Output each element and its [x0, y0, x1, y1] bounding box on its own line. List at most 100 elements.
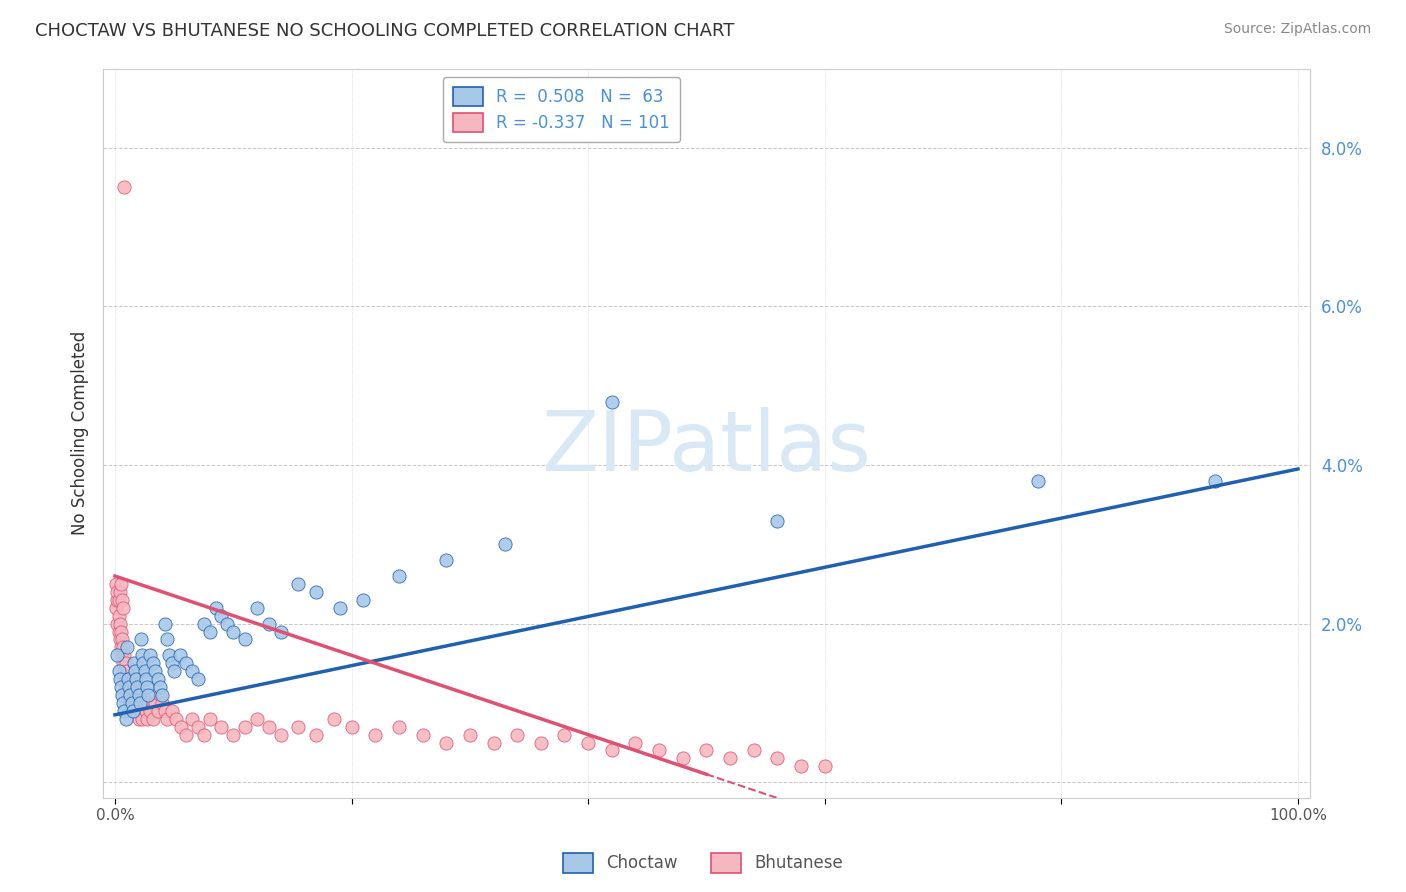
Point [128, 696, 150, 710]
Point [117, 688, 139, 702]
Point [233, 720, 256, 734]
Point [458, 728, 481, 742]
Point [111, 632, 134, 647]
Point [153, 704, 176, 718]
Point [131, 712, 153, 726]
Point [127, 688, 149, 702]
Point [222, 728, 245, 742]
Point [112, 640, 135, 655]
Point [766, 514, 789, 528]
Point [105, 616, 128, 631]
Point [388, 720, 411, 734]
Point [149, 688, 172, 702]
Point [482, 735, 505, 749]
Point [434, 553, 457, 567]
Point [305, 585, 328, 599]
Point [187, 720, 209, 734]
Point [1204, 474, 1226, 488]
Point [174, 728, 197, 742]
Point [111, 592, 134, 607]
Point [153, 616, 176, 631]
Point [209, 720, 232, 734]
Point [412, 728, 434, 742]
Point [122, 696, 145, 710]
Point [108, 672, 131, 686]
Point [125, 704, 148, 718]
Point [287, 720, 309, 734]
Point [121, 696, 143, 710]
Point [118, 680, 141, 694]
Point [135, 704, 157, 718]
Point [139, 648, 162, 663]
Text: ZIPatlas: ZIPatlas [541, 408, 872, 489]
Point [150, 688, 173, 702]
Point [111, 648, 134, 663]
Point [122, 688, 145, 702]
Point [742, 743, 765, 757]
Point [134, 664, 156, 678]
Point [132, 688, 155, 702]
Point [193, 616, 215, 631]
Point [600, 743, 623, 757]
Point [129, 704, 152, 718]
Point [156, 632, 179, 647]
Point [170, 720, 193, 734]
Point [105, 577, 128, 591]
Point [117, 672, 139, 686]
Point [105, 600, 128, 615]
Point [553, 728, 575, 742]
Point [125, 672, 148, 686]
Point [112, 648, 135, 663]
Point [135, 680, 157, 694]
Point [204, 600, 226, 615]
Point [110, 577, 132, 591]
Point [107, 624, 129, 639]
Point [217, 616, 239, 631]
Point [121, 688, 143, 702]
Point [124, 688, 146, 702]
Point [108, 585, 131, 599]
Point [814, 759, 837, 773]
Point [115, 680, 138, 694]
Point [142, 657, 165, 671]
Point [132, 657, 155, 671]
Point [163, 664, 186, 678]
Point [111, 688, 134, 702]
Point [105, 592, 128, 607]
Point [146, 672, 169, 686]
Point [120, 688, 142, 702]
Point [112, 657, 135, 671]
Point [672, 751, 695, 765]
Point [142, 712, 165, 726]
Point [139, 704, 162, 718]
Point [112, 180, 135, 194]
Point [246, 712, 269, 726]
Point [180, 712, 202, 726]
Point [257, 720, 280, 734]
Point [322, 712, 344, 726]
Point [135, 712, 157, 726]
Point [257, 616, 280, 631]
Legend: Choctaw, Bhutanese: Choctaw, Bhutanese [557, 847, 849, 880]
Point [127, 696, 149, 710]
Point [108, 616, 131, 631]
Point [110, 680, 132, 694]
Point [122, 657, 145, 671]
Point [107, 664, 129, 678]
Point [270, 624, 292, 639]
Point [121, 680, 143, 694]
Point [128, 704, 150, 718]
Point [388, 569, 411, 583]
Point [117, 672, 139, 686]
Point [107, 592, 129, 607]
Point [766, 751, 789, 765]
Point [134, 696, 156, 710]
Point [1026, 474, 1049, 488]
Legend: R =  0.508   N =  63, R = -0.337   N = 101: R = 0.508 N = 63, R = -0.337 N = 101 [443, 77, 681, 142]
Point [648, 743, 671, 757]
Point [352, 592, 374, 607]
Point [718, 751, 741, 765]
Point [112, 664, 135, 678]
Point [506, 728, 529, 742]
Point [128, 688, 150, 702]
